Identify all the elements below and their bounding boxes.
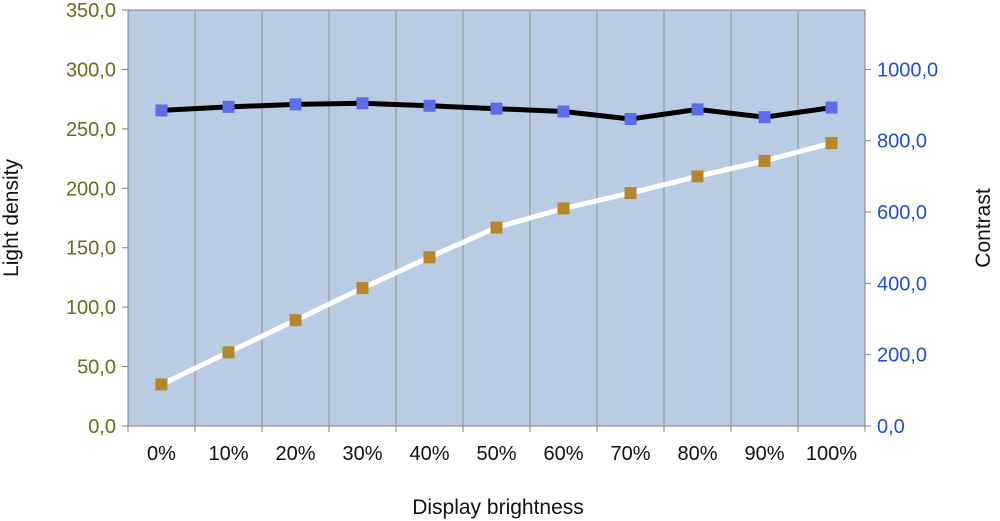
series-1-point: [222, 346, 235, 359]
right-tick-label: 1000,0: [877, 59, 938, 81]
right-axis: 0,0 200,0 400,0 600,0 800,0 1000,0: [864, 10, 938, 438]
series-2-point: [222, 100, 235, 113]
series-1-point: [423, 251, 436, 264]
series-layer: [155, 97, 838, 391]
left-tick-label: 300,0: [66, 59, 116, 81]
x-tick-label: 30%: [342, 443, 382, 465]
x-tick-label: 10%: [208, 443, 248, 465]
series-2-point: [155, 104, 168, 117]
left-tick-label: 200,0: [66, 178, 116, 200]
x-tick-label: 60%: [543, 443, 583, 465]
series-2-point: [691, 103, 704, 116]
x-tick-label: 40%: [409, 443, 449, 465]
series-1-point: [825, 137, 838, 150]
x-tick-label: 20%: [275, 443, 315, 465]
series-2-point: [758, 111, 771, 124]
series-2-point: [423, 99, 436, 112]
right-tick-label: 0,0: [877, 416, 905, 438]
series-1-point: [758, 154, 771, 167]
series-2-point: [356, 97, 369, 110]
left-tick-label: 250,0: [66, 119, 116, 141]
x-axis: 0% 10% 20% 30% 40% 50% 60% 70% 80% 90% 100%: [127, 426, 866, 465]
right-axis-title: Contrast: [972, 188, 995, 268]
series-1-point: [624, 187, 637, 200]
right-tick-label: 600,0: [877, 202, 927, 224]
x-axis-title: Display brightness: [412, 496, 584, 519]
series-1-point: [691, 170, 704, 183]
right-tick-label: 800,0: [877, 131, 927, 153]
x-tick-label: 50%: [476, 443, 516, 465]
series-2-point: [289, 98, 302, 111]
left-tick-label: 350,0: [66, 0, 116, 22]
series-1-point: [356, 282, 369, 295]
x-tick-label: 80%: [677, 443, 717, 465]
right-tick-label: 400,0: [877, 273, 927, 295]
left-axis-title: Light density: [0, 159, 23, 277]
series-1-point: [490, 221, 503, 234]
series-2-point: [825, 101, 838, 114]
left-tick-label: 50,0: [77, 357, 116, 379]
series-1-point: [557, 202, 570, 215]
x-tick-label: 100%: [806, 443, 857, 465]
series-2-point: [490, 102, 503, 115]
series-2-point: [624, 112, 637, 125]
plot-area: [127, 9, 866, 427]
left-tick-label: 150,0: [66, 238, 116, 260]
left-axis: 0,0 50,0 100,0 150,0 200,0 250,0 300,0 350,0: [66, 0, 129, 438]
series-1-point: [289, 314, 302, 327]
x-tick-label: 0%: [147, 443, 176, 465]
x-tick-label: 70%: [610, 443, 650, 465]
left-tick-label: 100,0: [66, 297, 116, 319]
series-1-point: [155, 378, 168, 391]
left-tick-label: 0,0: [88, 416, 116, 438]
series-2-point: [557, 105, 570, 118]
right-tick-label: 200,0: [877, 345, 927, 367]
x-tick-label: 90%: [744, 443, 784, 465]
